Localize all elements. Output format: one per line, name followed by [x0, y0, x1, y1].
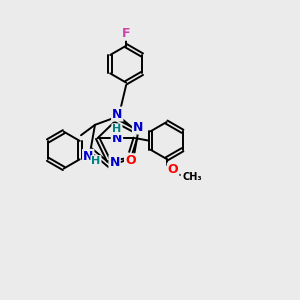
Text: H: H	[91, 156, 101, 166]
Text: F: F	[122, 27, 130, 40]
Text: N: N	[112, 107, 122, 121]
Text: N: N	[112, 132, 122, 145]
Text: O: O	[125, 154, 136, 167]
Text: CH₃: CH₃	[182, 172, 202, 182]
Text: N: N	[110, 156, 120, 169]
Text: H: H	[112, 124, 122, 134]
Text: N: N	[83, 150, 93, 163]
Text: N: N	[133, 121, 143, 134]
Text: O: O	[168, 164, 178, 176]
